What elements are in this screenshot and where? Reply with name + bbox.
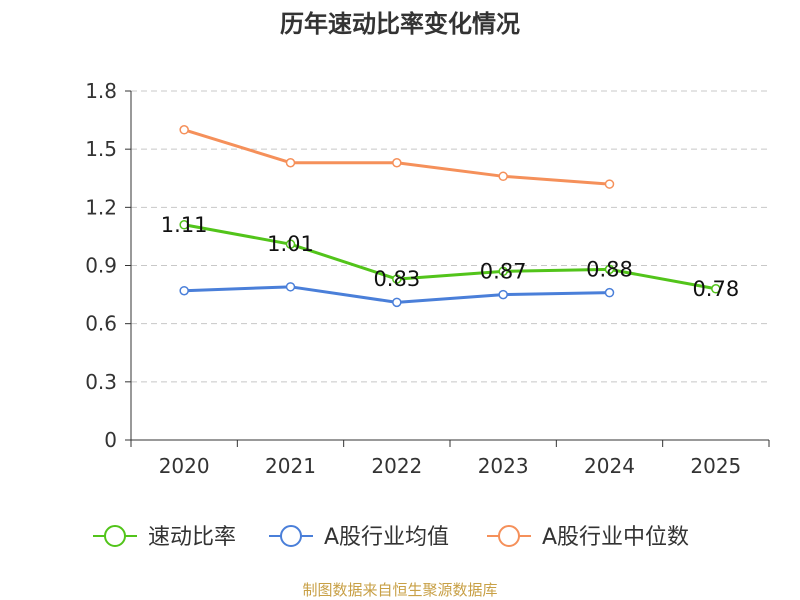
series-line-0 <box>183 223 717 291</box>
data-label: 1.01 <box>267 232 314 256</box>
axes: 0 0.3 0.6 0.9 1.2 1.5 1.8 2020 2021 2022 2023 2024 2… <box>85 79 770 478</box>
data-point <box>285 239 296 249</box>
y-tick-label: 1.2 <box>85 195 117 219</box>
data-point <box>392 297 402 308</box>
x-tick-label: 2025 <box>690 454 741 478</box>
legend-marker <box>498 525 520 547</box>
legend-label: A股行业中位数 <box>542 525 689 550</box>
y-tick-label: 0 <box>104 428 117 452</box>
data-point <box>498 171 508 182</box>
y-tick-label: 1.5 <box>85 137 117 161</box>
data-point <box>179 285 189 296</box>
data-point <box>498 289 508 300</box>
data-point <box>179 220 189 230</box>
data-point <box>392 157 402 168</box>
x-tick-label: 2021 <box>265 454 316 478</box>
data-point <box>604 179 615 189</box>
data-point <box>179 125 189 135</box>
data-point <box>604 287 615 298</box>
data-point <box>285 157 296 168</box>
data-label: 0.88 <box>586 257 633 281</box>
data-label: 1.11 <box>161 213 208 237</box>
data-label: 0.78 <box>692 277 739 301</box>
series-group: 1.11 1.01 0.83 0.87 0.88 0.78 <box>161 125 739 308</box>
series-line-2 <box>183 128 610 186</box>
legend-label: A股行业均值 <box>324 525 449 550</box>
y-tick-label: 0.9 <box>85 254 117 278</box>
x-tick-label: 2020 <box>159 454 210 478</box>
data-point <box>498 266 508 277</box>
chart-title: 历年速动比率变化情况 <box>280 10 520 38</box>
data-point <box>392 274 402 284</box>
legend-label: 速动比率 <box>148 525 236 550</box>
y-tick-label: 0.3 <box>85 370 117 394</box>
data-label: 0.87 <box>480 259 527 283</box>
x-tick-label: 2022 <box>371 454 422 478</box>
legend-marker <box>104 525 126 547</box>
y-tick-label: 0.6 <box>85 312 117 336</box>
legend-marker <box>280 525 302 547</box>
data-label: 0.83 <box>373 267 420 291</box>
legend: 速动比率 A股行业均值 A股行业中位数 <box>93 525 689 550</box>
data-source: 制图数据来自恒生聚源数据库 <box>302 581 497 599</box>
data-point <box>711 284 721 294</box>
x-tick-label: 2024 <box>584 454 635 478</box>
grid <box>131 90 769 383</box>
y-tick-label: 1.8 <box>85 79 117 103</box>
x-tick-label: 2023 <box>478 454 529 478</box>
data-point <box>604 264 615 275</box>
data-point <box>285 282 296 292</box>
